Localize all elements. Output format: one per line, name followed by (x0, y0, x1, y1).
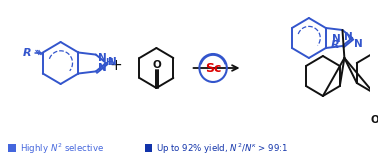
Text: N: N (354, 39, 363, 49)
Text: N: N (98, 53, 107, 63)
Text: R: R (22, 48, 31, 58)
Bar (8, 144, 15, 152)
Text: Sc: Sc (205, 62, 221, 75)
Text: N: N (344, 32, 353, 42)
Text: N: N (332, 34, 341, 44)
Text: N: N (108, 57, 117, 67)
Text: N: N (98, 63, 107, 73)
Text: R: R (331, 40, 339, 50)
Text: O: O (152, 60, 161, 70)
Text: H: H (105, 58, 112, 67)
Bar (145, 144, 152, 152)
Text: O: O (370, 115, 378, 125)
Text: Highly $\mathit{N}^2$ selective: Highly $\mathit{N}^2$ selective (20, 142, 104, 156)
Text: Up to 92% yield, $\mathit{N}^2$/$\mathit{N}^\kappa$ > 99:1: Up to 92% yield, $\mathit{N}^2$/$\mathit… (156, 142, 289, 156)
Text: +: + (109, 59, 122, 73)
